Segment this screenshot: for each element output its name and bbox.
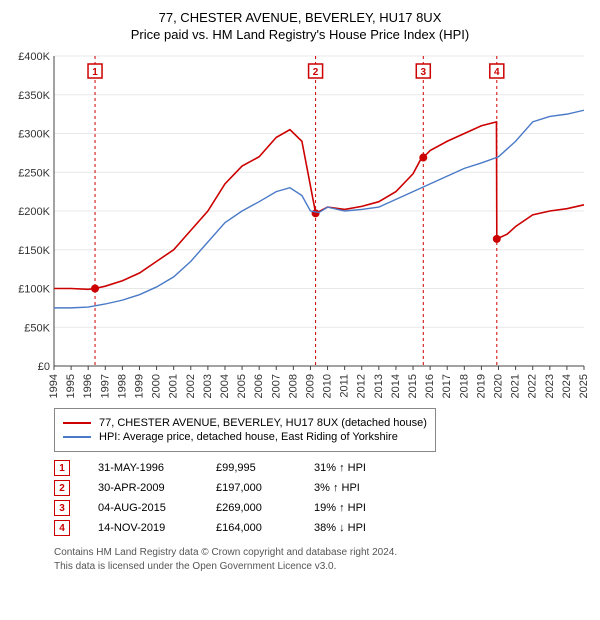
svg-text:2008: 2008	[287, 374, 299, 398]
svg-text:2001: 2001	[168, 374, 180, 398]
svg-text:£0: £0	[38, 361, 50, 373]
svg-text:2010: 2010	[322, 374, 334, 398]
svg-text:2024: 2024	[561, 374, 573, 398]
svg-text:2003: 2003	[202, 374, 214, 398]
sale-date: 04-AUG-2015	[98, 502, 188, 514]
svg-text:2018: 2018	[458, 374, 470, 398]
legend-item: 77, CHESTER AVENUE, BEVERLEY, HU17 8UX (…	[63, 417, 427, 429]
svg-text:1997: 1997	[99, 374, 111, 398]
svg-text:2025: 2025	[578, 374, 590, 398]
svg-text:£400K: £400K	[18, 51, 50, 63]
sales-row: 1 31-MAY-1996 £99,995 31% ↑ HPI	[54, 460, 590, 476]
svg-text:2017: 2017	[441, 374, 453, 398]
sales-row: 2 30-APR-2009 £197,000 3% ↑ HPI	[54, 480, 590, 496]
footer-line: Contains HM Land Registry data © Crown c…	[54, 546, 580, 560]
legend-label: 77, CHESTER AVENUE, BEVERLEY, HU17 8UX (…	[99, 417, 427, 429]
svg-text:2009: 2009	[304, 374, 316, 398]
sale-date: 31-MAY-1996	[98, 462, 188, 474]
legend: 77, CHESTER AVENUE, BEVERLEY, HU17 8UX (…	[54, 408, 436, 452]
svg-text:1998: 1998	[116, 374, 128, 398]
svg-text:2014: 2014	[390, 374, 402, 398]
sale-pct: 3% ↑ HPI	[314, 482, 394, 494]
sale-pct: 19% ↑ HPI	[314, 502, 394, 514]
svg-text:4: 4	[494, 67, 500, 78]
footer: Contains HM Land Registry data © Crown c…	[54, 546, 580, 574]
svg-text:2000: 2000	[151, 374, 163, 398]
svg-text:2023: 2023	[544, 374, 556, 398]
footer-line: This data is licensed under the Open Gov…	[54, 560, 580, 574]
sale-date: 14-NOV-2019	[98, 522, 188, 534]
sale-marker: 3	[54, 500, 70, 516]
sale-marker: 2	[54, 480, 70, 496]
svg-text:2004: 2004	[219, 374, 231, 398]
svg-text:2007: 2007	[270, 374, 282, 398]
sale-price: £197,000	[216, 482, 286, 494]
sale-marker: 4	[54, 520, 70, 536]
svg-text:2013: 2013	[373, 374, 385, 398]
svg-text:2005: 2005	[236, 374, 248, 398]
sale-marker: 1	[54, 460, 70, 476]
svg-text:1996: 1996	[82, 374, 94, 398]
chart-svg: £0 £50K £100K £150K £200K £250K £300K £350K £400…	[10, 50, 590, 400]
svg-text:1: 1	[92, 67, 98, 78]
svg-text:3: 3	[421, 67, 427, 78]
sales-row: 3 04-AUG-2015 £269,000 19% ↑ HPI	[54, 500, 590, 516]
svg-text:2012: 2012	[356, 374, 368, 398]
svg-text:£350K: £350K	[18, 90, 50, 102]
chart-title-sub: Price paid vs. HM Land Registry's House …	[10, 27, 590, 42]
svg-text:2020: 2020	[493, 374, 505, 398]
svg-text:1999: 1999	[133, 374, 145, 398]
svg-text:2006: 2006	[253, 374, 265, 398]
sales-table: 1 31-MAY-1996 £99,995 31% ↑ HPI 2 30-APR-2009…	[54, 460, 590, 536]
svg-text:£250K: £250K	[18, 167, 50, 179]
svg-text:2016: 2016	[424, 374, 436, 398]
chart: £0 £50K £100K £150K £200K £250K £300K £350K £400…	[10, 50, 590, 400]
svg-text:2022: 2022	[527, 374, 539, 398]
svg-text:2015: 2015	[407, 374, 419, 398]
svg-text:2019: 2019	[475, 374, 487, 398]
legend-label: HPI: Average price, detached house, East…	[99, 431, 398, 443]
svg-text:£50K: £50K	[24, 322, 50, 334]
svg-text:£150K: £150K	[18, 245, 50, 257]
sale-pct: 38% ↓ HPI	[314, 522, 394, 534]
sale-pct: 31% ↑ HPI	[314, 462, 394, 474]
svg-text:1995: 1995	[65, 374, 77, 398]
sales-row: 4 14-NOV-2019 £164,000 38% ↓ HPI	[54, 520, 590, 536]
svg-text:2021: 2021	[510, 374, 522, 398]
svg-text:£100K: £100K	[18, 284, 50, 296]
sale-date: 30-APR-2009	[98, 482, 188, 494]
chart-title-address: 77, CHESTER AVENUE, BEVERLEY, HU17 8UX	[10, 10, 590, 25]
legend-swatch	[63, 436, 91, 438]
svg-text:2011: 2011	[339, 374, 351, 398]
legend-swatch	[63, 422, 91, 424]
svg-text:2002: 2002	[185, 374, 197, 398]
sale-price: £99,995	[216, 462, 286, 474]
svg-text:£200K: £200K	[18, 206, 50, 218]
svg-text:£300K: £300K	[18, 129, 50, 141]
legend-item: HPI: Average price, detached house, East…	[63, 431, 427, 443]
sale-price: £164,000	[216, 522, 286, 534]
svg-text:2: 2	[313, 67, 319, 78]
svg-text:1994: 1994	[48, 374, 60, 398]
sale-price: £269,000	[216, 502, 286, 514]
